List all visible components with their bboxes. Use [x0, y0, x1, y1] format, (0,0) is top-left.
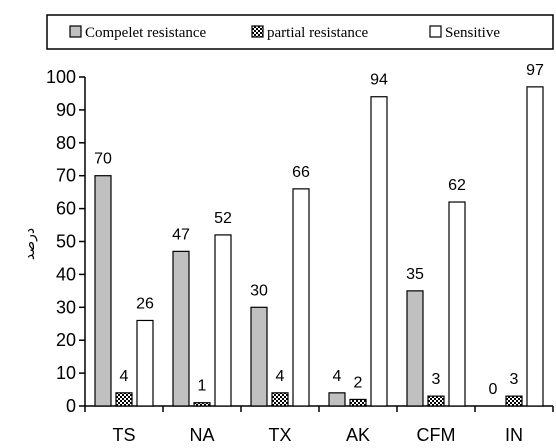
legend-swatch-0 — [69, 25, 82, 38]
data-label: 70 — [94, 151, 112, 168]
legend-swatch-2 — [429, 25, 442, 38]
data-label: 52 — [214, 210, 232, 227]
data-label: 30 — [250, 282, 268, 299]
bar — [370, 96, 388, 407]
legend-swatch-1 — [251, 25, 264, 38]
bar — [271, 392, 289, 407]
y-tick-label: 30 — [56, 297, 76, 317]
x-tick-label: AK — [346, 425, 370, 445]
bar — [193, 402, 211, 407]
legend-items: Compelet resistance partial resistance Sen… — [69, 25, 500, 41]
legend-label-2: Sensitive — [445, 25, 500, 41]
x-tick-label: IN — [505, 425, 523, 445]
data-label: 62 — [448, 177, 466, 194]
data-label: 1 — [198, 378, 207, 395]
bar — [406, 290, 424, 407]
y-tick-label: 60 — [56, 199, 76, 219]
data-label: 26 — [136, 295, 154, 312]
y-tick-label: 0 — [66, 396, 76, 416]
y-tick-label: 80 — [56, 133, 76, 153]
legend-label-0: Compelet resistance — [85, 25, 207, 41]
bar — [136, 319, 154, 407]
data-label: 0 — [489, 381, 498, 398]
y-axis: 0 10 20 30 40 50 60 70 80 90 100 — [46, 67, 86, 416]
bar — [427, 395, 445, 407]
data-label: 97 — [526, 62, 544, 79]
y-tick-label: 90 — [56, 100, 76, 120]
y-tick-label: 10 — [56, 363, 76, 383]
y-axis-label: درصد — [22, 228, 38, 260]
x-tick-label: CFM — [417, 425, 456, 445]
bar — [505, 395, 523, 407]
bar — [328, 392, 346, 407]
y-tick-label: 70 — [56, 166, 76, 186]
legend-frame — [46, 14, 554, 50]
x-axis: TS NA TX AK CFM IN — [84, 405, 554, 445]
bar — [526, 86, 544, 407]
bar — [448, 201, 466, 407]
y-tick-label: 100 — [46, 67, 76, 87]
data-label: 3 — [510, 371, 519, 388]
data-label: 4 — [276, 368, 285, 385]
data-label: 35 — [406, 266, 424, 283]
bar — [250, 306, 268, 407]
x-tick-label: TS — [112, 425, 135, 445]
bar — [292, 188, 310, 407]
data-label: 47 — [172, 226, 190, 243]
bar — [115, 392, 133, 407]
data-label: 3 — [432, 371, 441, 388]
y-tick-label: 50 — [56, 232, 76, 252]
bar — [214, 234, 232, 407]
y-tick-label: 20 — [56, 330, 76, 350]
bars — [94, 86, 544, 407]
x-tick-label: NA — [189, 425, 214, 445]
data-label: 66 — [292, 164, 310, 181]
data-label: 94 — [370, 72, 388, 89]
legend-label-1: partial resistance — [267, 25, 369, 41]
data-label: 2 — [354, 374, 363, 391]
x-tick-label: TX — [268, 425, 291, 445]
bar — [94, 175, 112, 407]
bar — [172, 250, 190, 407]
bar — [349, 398, 367, 407]
data-label: 4 — [333, 368, 342, 385]
legend: Compelet resistance partial resistance Sen… — [46, 14, 554, 50]
data-label: 4 — [120, 368, 129, 385]
y-tick-label: 40 — [56, 264, 76, 284]
